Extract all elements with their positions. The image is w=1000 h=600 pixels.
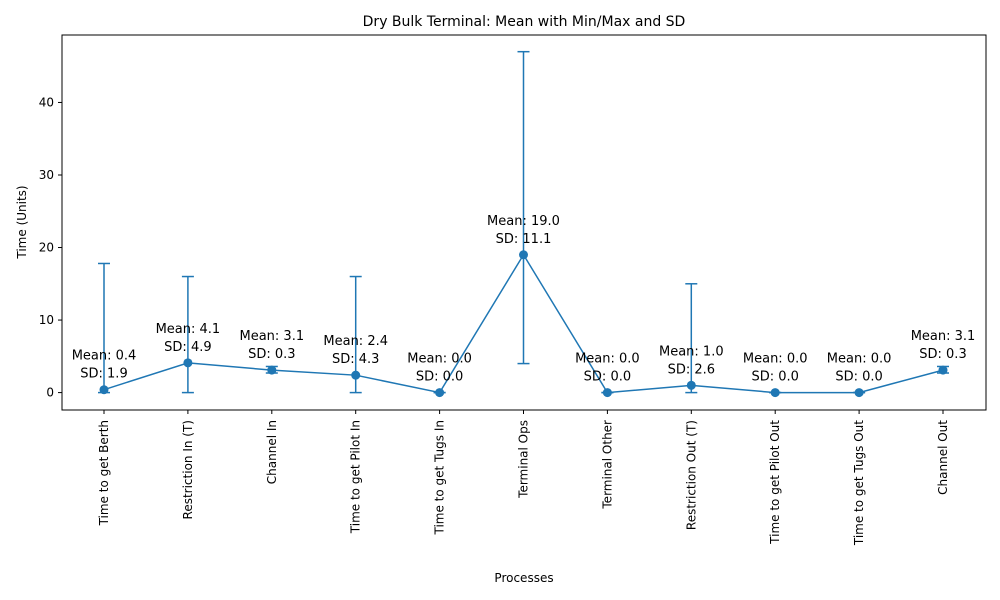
annotation-sd: SD: 11.1 — [496, 232, 552, 247]
mean-point — [938, 365, 948, 375]
mean-point — [351, 370, 361, 380]
annotation-sd: SD: 2.6 — [668, 362, 715, 377]
chart-title: Dry Bulk Terminal: Mean with Min/Max and… — [363, 14, 686, 30]
mean-markers — [99, 250, 948, 398]
mean-point — [435, 388, 445, 398]
annotations: Mean: 0.4 SD: 1.9 Mean: 4.1 SD: 4.9 Mean: 3.… — [72, 214, 976, 385]
x-tick-label: Channel Out — [936, 420, 950, 495]
y-axis-label: Time (Units) — [15, 185, 29, 259]
annotation-sd: SD: 4.9 — [164, 340, 211, 355]
y-tick-label: 0 — [46, 386, 54, 400]
annotation-sd: SD: 0.0 — [584, 370, 631, 385]
annotation-sd: SD: 0.0 — [835, 370, 882, 385]
x-axis-label: Processes — [494, 571, 553, 585]
annotation-mean: Mean: 4.1 — [156, 322, 221, 337]
annotation-mean: Mean: 19.0 — [487, 214, 560, 229]
x-tick-label: Time to get Tugs Out — [852, 420, 866, 546]
mean-point — [686, 380, 696, 390]
x-tick-label: Time to get Tugs In — [433, 420, 447, 536]
mean-point — [183, 358, 193, 368]
mean-point — [99, 385, 109, 395]
y-tick-label: 30 — [39, 168, 54, 182]
x-tick-label: Time to get Pilot In — [349, 420, 363, 534]
x-tick-label: Terminal Ops — [517, 420, 531, 499]
y-tick-label: 40 — [39, 95, 54, 109]
x-tick-label: Restriction Out (T) — [684, 420, 698, 530]
annotation-mean: Mean: 0.0 — [407, 352, 472, 367]
x-tick-label: Terminal Other — [600, 420, 614, 510]
y-tick-label: 10 — [39, 313, 54, 327]
annotation-sd: SD: 0.3 — [919, 347, 966, 362]
annotation-mean: Mean: 0.0 — [743, 352, 808, 367]
annotation-sd: SD: 0.0 — [416, 370, 463, 385]
mean-point — [770, 388, 780, 398]
x-axis: Time to get Berth Restriction In (T) Chann… — [97, 410, 950, 546]
annotation-sd: SD: 1.9 — [80, 367, 127, 382]
annotation-mean: Mean: 3.1 — [239, 329, 304, 344]
mean-point — [267, 365, 277, 375]
x-tick-label: Time to get Berth — [97, 420, 111, 526]
mean-point — [854, 388, 864, 398]
x-tick-label: Channel In — [265, 420, 279, 484]
x-tick-label: Time to get Pilot Out — [768, 420, 782, 545]
y-axis: 0 10 20 30 40 — [39, 95, 62, 400]
annotation-mean: Mean: 0.0 — [575, 352, 640, 367]
mean-point — [519, 250, 528, 260]
annotation-mean: Mean: 1.0 — [659, 344, 724, 359]
y-tick-label: 20 — [39, 241, 54, 255]
annotation-sd: SD: 0.3 — [248, 347, 295, 362]
annotation-mean: Mean: 0.0 — [827, 352, 892, 367]
annotation-mean: Mean: 0.4 — [72, 349, 137, 364]
annotation-sd: SD: 0.0 — [751, 370, 798, 385]
annotation-mean: Mean: 3.1 — [911, 329, 976, 344]
mean-point — [602, 388, 612, 398]
annotation-sd: SD: 4.3 — [332, 352, 379, 367]
x-tick-label: Restriction In (T) — [181, 420, 195, 519]
annotation-mean: Mean: 2.4 — [323, 334, 388, 349]
